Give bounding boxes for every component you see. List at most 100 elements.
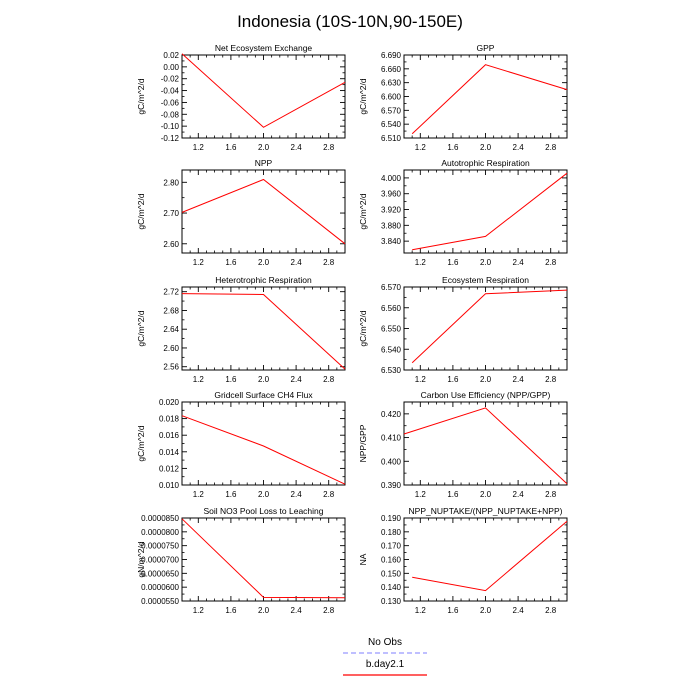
- x-tick-label: 2.8: [545, 143, 557, 152]
- y-tick-label: 0.160: [381, 556, 402, 565]
- x-tick-label: 1.2: [415, 375, 427, 384]
- y-tick-label: -0.04: [161, 87, 180, 96]
- x-tick-label: 2.4: [513, 258, 525, 267]
- plot-frame: [403, 401, 568, 486]
- y-tick-label: 6.550: [381, 325, 402, 334]
- y-axis-label: NA: [358, 553, 368, 565]
- x-tick-label: 1.2: [193, 606, 205, 615]
- y-tick-label: 0.0000550: [141, 597, 179, 606]
- y-axis-label: gC/m^2/d: [136, 425, 146, 461]
- y-tick-label: -0.08: [161, 110, 180, 119]
- y-tick-label: 0.170: [381, 542, 402, 551]
- x-tick-label: 1.2: [415, 258, 427, 267]
- series-line-b-day2-1: [411, 64, 568, 135]
- y-tick-label: 0.410: [381, 434, 402, 443]
- plot-frame: [403, 54, 568, 139]
- panel-title: NPP_NUPTAKE/(NPP_NUPTAKE+NPP): [409, 506, 563, 516]
- series-line-b-day2-1: [181, 178, 346, 245]
- y-tick-label: 6.630: [381, 79, 402, 88]
- series-line-b-day2-1: [411, 289, 568, 364]
- x-tick-label: 2.4: [291, 143, 303, 152]
- y-axis-label: gC/m^2/d: [358, 310, 368, 346]
- y-tick-label: 2.64: [163, 325, 179, 334]
- x-tick-label: 2.4: [513, 143, 525, 152]
- x-tick-label: 2.8: [545, 490, 557, 499]
- y-tick-label: -0.06: [161, 98, 180, 107]
- x-tick-label: 2.4: [513, 375, 525, 384]
- x-tick-label: 1.2: [415, 143, 427, 152]
- x-tick-label: 2.8: [545, 258, 557, 267]
- y-tick-label: 3.960: [381, 190, 402, 199]
- plot-frame: [181, 286, 346, 371]
- x-tick-label: 2.0: [480, 606, 492, 615]
- series-line-b-day2-1: [403, 407, 568, 485]
- x-tick-label: 1.6: [225, 606, 237, 615]
- y-tick-label: 0.0000700: [141, 556, 179, 565]
- panel-title: Ecosystem Respiration: [442, 275, 529, 285]
- y-tick-label: 0.012: [159, 464, 180, 473]
- y-tick-label: 6.540: [381, 345, 402, 354]
- x-tick-label: 2.8: [545, 606, 557, 615]
- y-tick-label: 0.020: [159, 398, 180, 407]
- panel-6: Gridcell Surface CH4 Flux gC/m^2/d 1.2 1.6 2…: [136, 390, 346, 499]
- y-tick-label: 3.840: [381, 237, 402, 246]
- x-tick-label: 1.2: [193, 143, 205, 152]
- x-tick-label: 2.4: [291, 258, 303, 267]
- y-tick-label: 0.014: [159, 448, 180, 457]
- x-tick-label: 1.6: [225, 375, 237, 384]
- panel-8: Soil NO3 Pool Loss to Leaching gN/m^2/d 1.…: [136, 506, 346, 615]
- series-line-b-day2-1: [412, 172, 568, 251]
- plot-frame: [403, 286, 568, 371]
- y-tick-label: 0.02: [163, 51, 179, 60]
- x-tick-label: 2.4: [513, 606, 525, 615]
- x-tick-label: 2.0: [258, 143, 270, 152]
- y-tick-label: 0.150: [381, 569, 402, 578]
- y-tick-label: 0.140: [381, 583, 402, 592]
- legend: No Obs b.day2.1: [343, 637, 427, 676]
- y-tick-label: 6.690: [381, 51, 402, 60]
- x-tick-label: 2.8: [323, 143, 335, 152]
- x-tick-label: 1.2: [193, 375, 205, 384]
- page-title: Indonesia (10S-10N,90-150E): [237, 12, 463, 31]
- x-tick-label: 2.0: [258, 375, 270, 384]
- plot-frame: [403, 517, 568, 602]
- x-tick-label: 2.0: [480, 258, 492, 267]
- plot-frame: [181, 54, 346, 139]
- series-line-b-day2-1: [181, 293, 346, 370]
- y-tick-label: 6.540: [381, 120, 402, 129]
- panel-1: GPP gC/m^2/d 1.2 1.6 2.0 2.4 2.8 6.690 6.660 6.63…: [358, 43, 568, 152]
- x-tick-label: 2.8: [323, 606, 335, 615]
- y-tick-label: 0.018: [159, 415, 180, 424]
- y-tick-label: 2.70: [163, 209, 179, 218]
- panel-title: Autotrophic Respiration: [441, 158, 530, 168]
- y-tick-label: -0.10: [161, 122, 180, 131]
- y-tick-label: 6.600: [381, 93, 402, 102]
- x-tick-label: 1.6: [447, 143, 459, 152]
- y-tick-label: 4.000: [381, 174, 402, 183]
- x-tick-label: 1.6: [447, 606, 459, 615]
- x-tick-label: 2.4: [291, 490, 303, 499]
- y-tick-label: 0.180: [381, 528, 402, 537]
- y-tick-label: 0.0000650: [141, 569, 179, 578]
- y-tick-label: 0.190: [381, 514, 402, 523]
- y-tick-label: 0.016: [159, 431, 180, 440]
- panel-3: Autotrophic Respiration gC/m^2/d 1.2 1.6 2.0…: [358, 158, 568, 267]
- panel-4: Heterotrophic Respiration gC/m^2/d 1.2 1.6 2…: [136, 275, 346, 384]
- x-tick-label: 1.2: [415, 490, 427, 499]
- legend-model-label: b.day2.1: [366, 659, 405, 670]
- x-tick-label: 1.2: [193, 490, 205, 499]
- y-tick-label: 2.80: [163, 178, 179, 187]
- panel-2: NPP gC/m^2/d 1.2 1.6 2.0 2.4 2.8 2.80 2.70 2.60: [136, 158, 346, 267]
- x-tick-label: 2.8: [323, 490, 335, 499]
- x-tick-label: 2.8: [323, 258, 335, 267]
- y-tick-label: 3.880: [381, 221, 402, 230]
- x-tick-label: 2.0: [480, 143, 492, 152]
- x-tick-label: 2.4: [291, 375, 303, 384]
- y-tick-label: 0.0000800: [141, 528, 179, 537]
- y-axis-label: NPP/GPP: [358, 424, 368, 462]
- panel-title: Carbon Use Efficiency (NPP/GPP): [421, 390, 551, 400]
- y-tick-label: 3.920: [381, 206, 402, 215]
- y-axis-label: gC/m^2/d: [136, 193, 146, 229]
- panel-grid: Net Ecosystem Exchange gC/m^2/d 1.2 1.6 2.0 2…: [136, 43, 568, 615]
- series-line-b-day2-1: [181, 415, 346, 485]
